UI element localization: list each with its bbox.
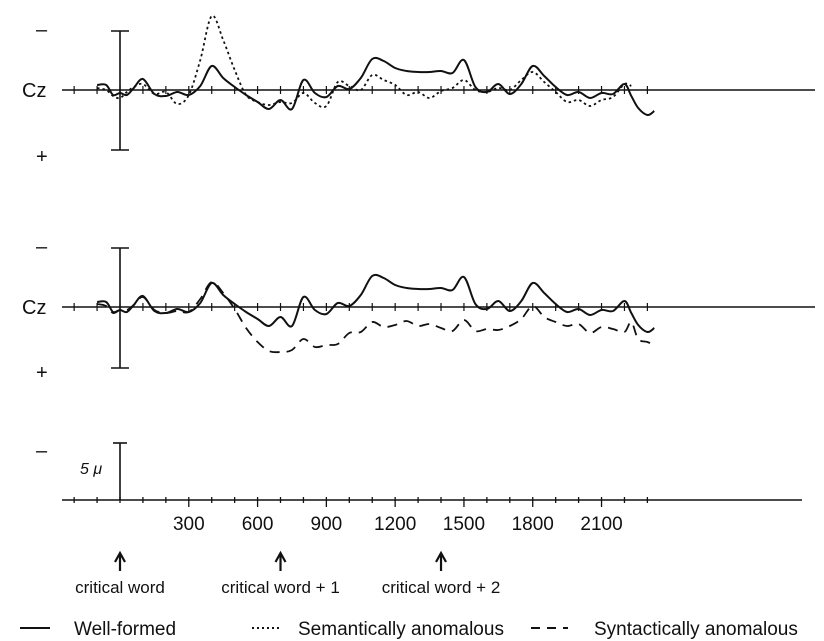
event-arrow-head [435,550,447,563]
electrode-label: Cz [22,297,46,319]
legend-label-well: Well-formed [74,619,176,640]
positive-sign: + [36,146,48,168]
scale-bar-label: 5 μ [80,461,102,478]
event-arrow-head [274,550,287,563]
waveform-syn [96,281,655,354]
waveform-well [97,273,655,334]
time-tick-label: 1500 [443,514,485,535]
negative-sign: – [36,19,48,41]
time-tick-label: 600 [242,514,274,535]
legend-label-sem: Semantically anomalous [298,619,504,640]
waveform-sem [96,14,632,109]
positive-sign: + [36,362,48,384]
time-tick-label: 2100 [580,514,622,535]
event-markers: critical word critical word + 1 critical w… [75,550,501,597]
panel-top: Cz – + [22,14,815,168]
time-axis-ticks [73,497,649,507]
waveforms [96,273,655,354]
event-label: critical word + 1 [221,578,340,597]
time-tick-label: 1200 [374,514,416,535]
waveforms [96,14,655,117]
time-tick-label: 300 [173,514,205,535]
legend: Well-formed Semantically anomalous Syntact… [20,619,798,640]
event-label: critical word + 2 [382,578,501,597]
scale-and-time-axis: – 5 μ 300 600 900 1200 1500 1800 2100 [36,440,802,535]
event-arrow-head [114,550,126,563]
scale-negative-sign: – [36,440,48,462]
time-axis-labels: 300 600 900 1200 1500 1800 2100 [173,514,623,535]
time-tick-label: 900 [311,514,343,535]
panel-bottom: Cz – + [22,236,815,384]
legend-label-syn: Syntactically anomalous [594,619,798,640]
event-label: critical word [75,578,165,597]
negative-sign: – [36,236,48,258]
electrode-label: Cz [22,80,46,102]
waveform-well [97,56,655,117]
time-tick-label: 1800 [512,514,554,535]
